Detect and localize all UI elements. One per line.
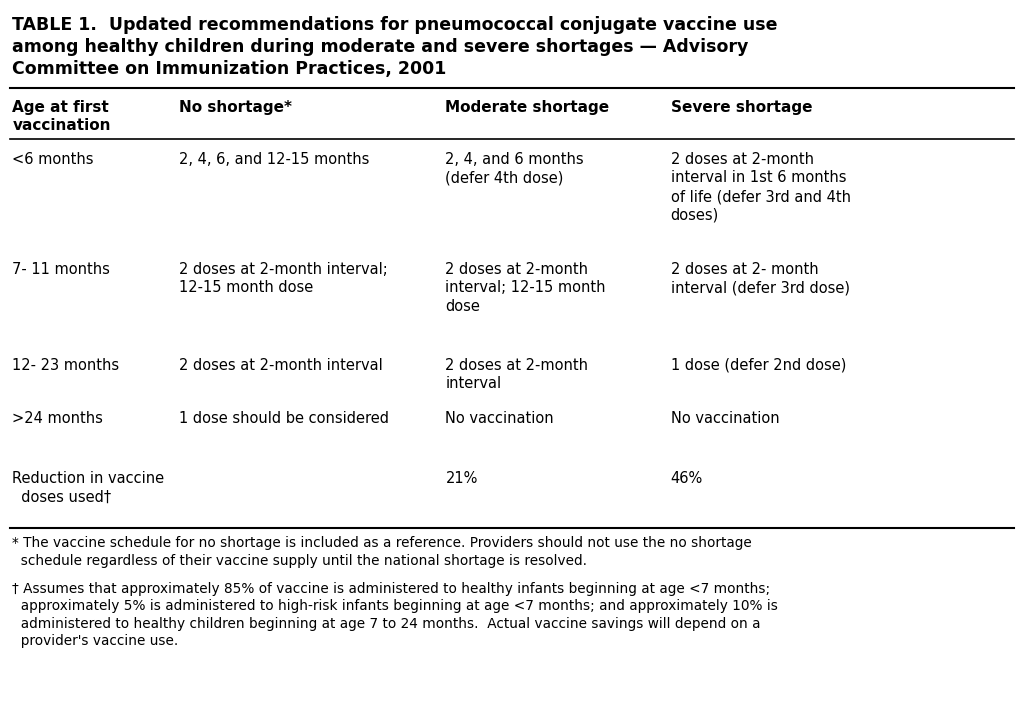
Text: No vaccination: No vaccination [671, 411, 779, 426]
Text: No shortage*: No shortage* [179, 100, 292, 115]
Text: Age at first
vaccination: Age at first vaccination [12, 100, 111, 133]
Text: <6 months: <6 months [12, 152, 94, 167]
Text: 46%: 46% [671, 471, 702, 487]
Text: Moderate shortage: Moderate shortage [445, 100, 609, 115]
Text: 7- 11 months: 7- 11 months [12, 262, 111, 277]
Text: 21%: 21% [445, 471, 478, 487]
Text: 2 doses at 2-month interval: 2 doses at 2-month interval [179, 358, 383, 373]
Text: 2, 4, 6, and 12-15 months: 2, 4, 6, and 12-15 months [179, 152, 370, 167]
Text: 1 dose (defer 2nd dose): 1 dose (defer 2nd dose) [671, 358, 846, 373]
Text: 2 doses at 2-month
interval in 1st 6 months
of life (defer 3rd and 4th
doses): 2 doses at 2-month interval in 1st 6 mon… [671, 152, 851, 223]
Text: 2 doses at 2-month interval;
12-15 month dose: 2 doses at 2-month interval; 12-15 month… [179, 262, 388, 295]
Text: 2, 4, and 6 months
(defer 4th dose): 2, 4, and 6 months (defer 4th dose) [445, 152, 584, 185]
Text: No vaccination: No vaccination [445, 411, 554, 426]
Text: 2 doses at 2-month
interval; 12-15 month
dose: 2 doses at 2-month interval; 12-15 month… [445, 262, 606, 314]
Text: Reduction in vaccine
  doses used†: Reduction in vaccine doses used† [12, 471, 165, 505]
Text: 2 doses at 2-month
interval: 2 doses at 2-month interval [445, 358, 589, 391]
Text: 1 dose should be considered: 1 dose should be considered [179, 411, 389, 426]
Text: Severe shortage: Severe shortage [671, 100, 812, 115]
Text: * The vaccine schedule for no shortage is included as a reference. Providers sho: * The vaccine schedule for no shortage i… [12, 536, 752, 568]
Text: † Assumes that approximately 85% of vaccine is administered to healthy infants b: † Assumes that approximately 85% of vacc… [12, 582, 778, 648]
Text: 2 doses at 2- month
interval (defer 3rd dose): 2 doses at 2- month interval (defer 3rd … [671, 262, 850, 295]
Text: 12- 23 months: 12- 23 months [12, 358, 120, 373]
Text: >24 months: >24 months [12, 411, 103, 426]
Text: TABLE 1.  Updated recommendations for pneumococcal conjugate vaccine use
among h: TABLE 1. Updated recommendations for pne… [12, 16, 778, 78]
